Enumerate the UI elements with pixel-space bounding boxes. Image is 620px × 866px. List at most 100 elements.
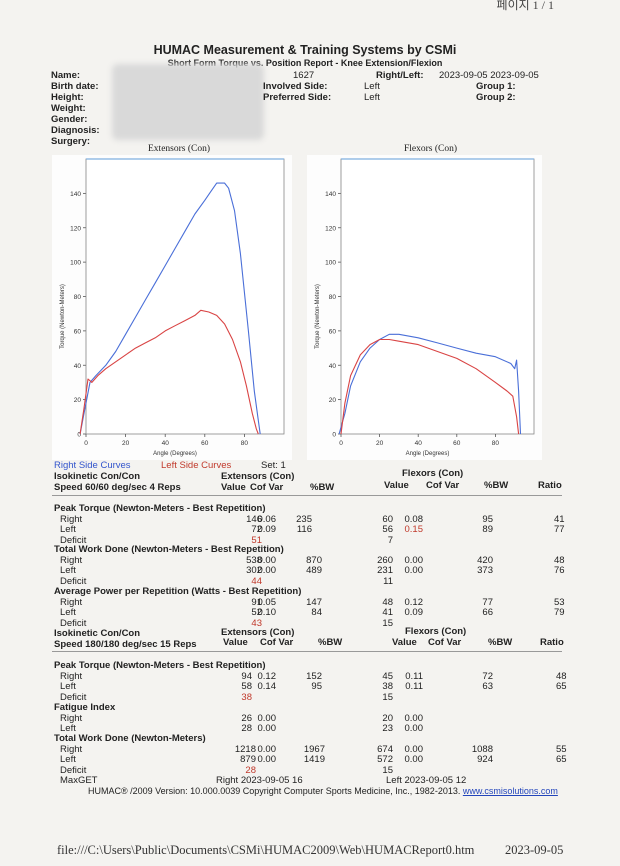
cell-r: 65 xyxy=(556,681,567,693)
x-tick-label: 60 xyxy=(453,440,461,447)
cell-ec: 0.00 xyxy=(257,554,277,566)
table-section-title: Fatigue Index xyxy=(54,702,116,713)
csmi-link[interactable]: www.csmisolutions.com xyxy=(462,786,558,796)
cell-fc: 0.08 xyxy=(404,513,424,525)
table-section-title: Average Power per Repetition (Watts - Be… xyxy=(54,586,302,597)
cell-eb: 870 xyxy=(306,554,322,566)
cell-fb: 72 xyxy=(482,670,493,682)
y-tick-label: 120 xyxy=(325,225,336,232)
col-ratio: Ratio xyxy=(538,480,562,491)
involved-side-value: Left xyxy=(364,81,380,92)
row-label: Right xyxy=(60,554,83,566)
label-diagnosis: Diagnosis: xyxy=(51,125,100,136)
plot-area xyxy=(85,158,285,435)
y-axis-label: Torque (Newton-Meters) xyxy=(315,284,321,349)
cell-ec: 0.00 xyxy=(257,712,277,724)
cell-fc: 0.00 xyxy=(404,712,424,724)
extensors-chart-title: Extensors (Con) xyxy=(148,144,211,154)
col-flex-value: Value xyxy=(384,480,409,491)
cell-fc: 0.11 xyxy=(405,670,423,682)
cell-eb: 152 xyxy=(306,670,322,682)
y-tick-label: 0 xyxy=(332,432,336,439)
series-line-left xyxy=(79,309,259,435)
flexors-chart: 0 20 40 60 80 100 120 140 0 20 40 60 80 Angle (Degree… xyxy=(307,155,542,460)
x-tick-label: 0 xyxy=(339,440,343,447)
section1-flex-header: Flexors (Con) xyxy=(402,468,464,479)
cell-ec: 0.09 xyxy=(257,524,277,536)
involved-side-label: Involved Side: xyxy=(263,81,328,92)
cell-fb: 63 xyxy=(482,681,493,693)
cell-r: 48 xyxy=(554,554,565,566)
legend-set: Set: 1 xyxy=(261,460,286,471)
cell-ec: 0.14 xyxy=(257,681,277,693)
cell-fc: 0.00 xyxy=(404,554,424,566)
table-section-title: Total Work Done (Newton-Meters) xyxy=(54,733,206,744)
copyright-text: HUMAC® /2009 Version: 10.000.0039 Copyri… xyxy=(88,786,461,796)
cell-eb: 1967 xyxy=(303,743,325,755)
cell-fv: 38 xyxy=(382,681,393,693)
cell-eb: 84 xyxy=(311,607,322,619)
footer-date: 2023-09-05 xyxy=(505,843,564,857)
cell-fb: 420 xyxy=(477,554,493,566)
cell-ev: 146 xyxy=(246,513,262,525)
cell-fb: 373 xyxy=(477,565,493,577)
cell-fv: 7 xyxy=(387,534,393,546)
cell-r: 79 xyxy=(554,607,565,619)
row-label: Left xyxy=(60,565,76,577)
section2-ext-header: Extensors (Con) xyxy=(221,627,295,638)
cell-fc: 0.15 xyxy=(404,524,424,536)
cell-fc: 0.09 xyxy=(404,607,424,619)
section2-speed: Speed 180/180 deg/sec 15 Reps xyxy=(54,639,197,650)
cell-r: 76 xyxy=(554,565,565,577)
cell-eb: 116 xyxy=(296,524,312,536)
x-axis-label: Angle (Degrees) xyxy=(153,451,197,457)
cell-fv: 20 xyxy=(382,712,393,724)
cell-r: 65 xyxy=(556,754,567,766)
cell-ec: 0.12 xyxy=(257,670,277,682)
cell-eb: 95 xyxy=(311,681,322,693)
cell-ev: 51 xyxy=(251,534,262,546)
col-ext-value: Value xyxy=(221,482,246,493)
y-tick-label: 40 xyxy=(74,363,82,370)
cell-r: 41 xyxy=(554,513,565,525)
row-label: Right xyxy=(60,513,83,525)
cell-ev: 91 xyxy=(251,596,262,608)
cell-fv: 15 xyxy=(382,764,393,776)
cell-fv: 23 xyxy=(382,723,393,735)
cell-fb: 95 xyxy=(482,513,493,525)
y-tick-label: 80 xyxy=(74,294,82,301)
page-indicator: 페이지 1 / 1 xyxy=(496,0,554,12)
cell-ev: 94 xyxy=(241,670,252,682)
cell-fb: 924 xyxy=(477,754,493,766)
cell-ec: 0.10 xyxy=(257,607,277,619)
x-tick-label: 20 xyxy=(122,440,130,447)
footer-path: file:///C:\Users\Public\Documents\CSMi\H… xyxy=(57,843,475,857)
cell-ev: 1218 xyxy=(234,743,256,755)
report-subtitle: Short Form Torque vs. Position Report - … xyxy=(167,58,443,68)
cell-ev: 44 xyxy=(251,575,262,587)
cell-ev: 538 xyxy=(246,554,262,566)
flexors-chart-title: Flexors (Con) xyxy=(404,144,458,154)
x-tick-label: 60 xyxy=(201,440,209,447)
cell-r: 77 xyxy=(554,524,565,536)
label-weight: Weight: xyxy=(51,103,86,114)
label-name: Name: xyxy=(51,70,81,81)
cell-ev: 302 xyxy=(246,565,262,577)
cell-ec: 0.00 xyxy=(257,754,277,766)
cell-eb: 235 xyxy=(296,513,312,525)
group1-label: Group 1: xyxy=(476,81,516,92)
x-axis-label: Angle (Degrees) xyxy=(406,451,450,457)
report-title: HUMAC Measurement & Training Systems by … xyxy=(153,43,457,57)
x-tick-label: 20 xyxy=(376,440,384,447)
extensors-chart: 0 20 40 60 80 100 120 140 0 20 40 60 80 Angle (Degree… xyxy=(52,155,292,460)
preferred-side-value: Left xyxy=(364,92,380,103)
cell-eb: 489 xyxy=(306,565,322,577)
cell-fb: 77 xyxy=(482,596,493,608)
col-ext-cofvar: Cof Var xyxy=(250,482,284,493)
x-tick-label: 40 xyxy=(162,440,170,447)
col2-flex-cofvar: Cof Var xyxy=(428,637,462,648)
label-surgery: Surgery: xyxy=(51,136,91,147)
cell-ev: 28 xyxy=(241,723,252,735)
cell-fv: 260 xyxy=(377,554,393,566)
cell-fc: 0.12 xyxy=(404,596,424,608)
